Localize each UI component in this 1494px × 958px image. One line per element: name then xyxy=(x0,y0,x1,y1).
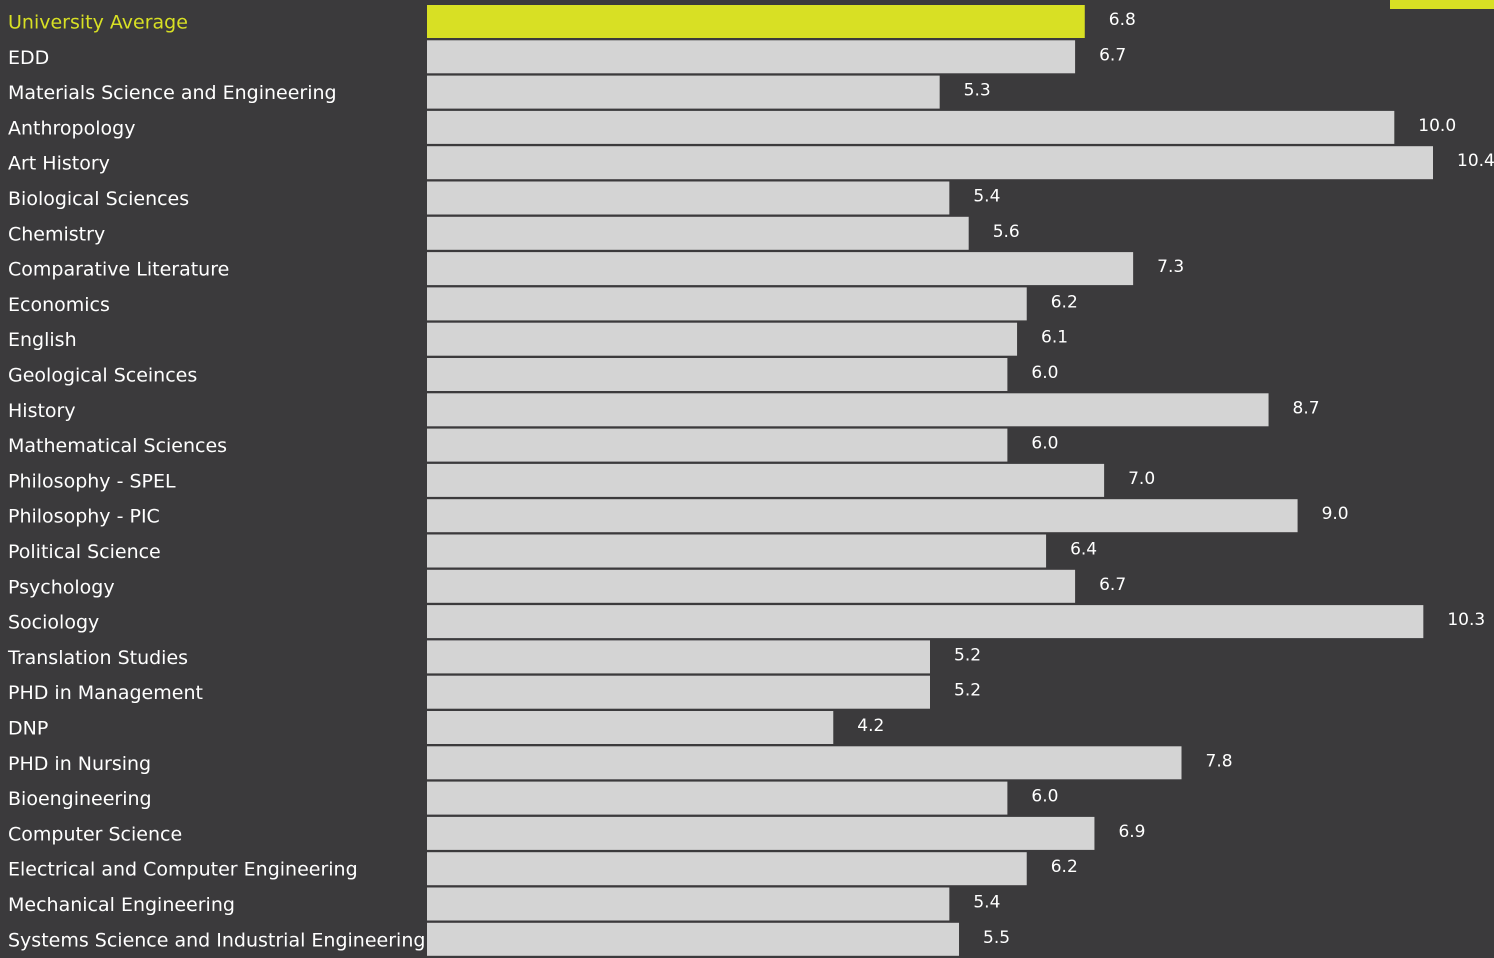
category-label: Anthropology xyxy=(8,117,135,139)
bar xyxy=(427,640,930,674)
bar xyxy=(427,181,950,215)
bar xyxy=(427,393,1269,427)
value-label: 10.0 xyxy=(1418,116,1456,136)
value-label: 6.2 xyxy=(1051,857,1078,877)
value-label: 8.7 xyxy=(1293,398,1320,418)
bar xyxy=(427,852,1027,886)
bar xyxy=(427,605,1424,639)
category-label: Electrical and Computer Engineering xyxy=(8,859,358,881)
bar xyxy=(427,922,960,956)
bar xyxy=(427,569,1076,603)
bar xyxy=(427,40,1076,74)
value-label: 6.9 xyxy=(1118,822,1145,842)
value-label: 6.4 xyxy=(1070,540,1097,560)
bar xyxy=(427,887,950,921)
category-label: Translation Studies xyxy=(7,647,188,669)
value-label: 6.8 xyxy=(1109,10,1136,30)
category-label: Biological Sciences xyxy=(8,188,189,210)
value-label: 6.7 xyxy=(1099,45,1126,65)
bar xyxy=(427,252,1134,286)
category-label: Systems Science and Industrial Engineeri… xyxy=(8,929,425,951)
category-label: Bioengineering xyxy=(8,788,152,810)
category-label: University Average xyxy=(8,12,188,34)
corner-accent-mark xyxy=(1390,0,1494,9)
category-label: Political Science xyxy=(8,541,161,563)
value-label: 6.0 xyxy=(1031,787,1058,807)
value-label: 5.2 xyxy=(954,681,981,701)
value-label: 6.0 xyxy=(1031,363,1058,383)
value-label: 4.2 xyxy=(857,716,884,736)
bar xyxy=(427,675,930,709)
bar xyxy=(427,5,1085,38)
bar xyxy=(427,146,1433,180)
value-label: 5.2 xyxy=(954,645,981,665)
bar xyxy=(427,781,1008,815)
value-label: 10.3 xyxy=(1447,610,1485,630)
category-label: Materials Science and Engineering xyxy=(8,82,337,104)
category-label: DNP xyxy=(8,718,48,740)
value-label: 5.4 xyxy=(973,187,1000,207)
category-label: English xyxy=(8,329,77,351)
category-label: History xyxy=(8,400,76,422)
category-label: Comparative Literature xyxy=(8,259,229,281)
value-label: 5.6 xyxy=(993,222,1020,242)
category-label: Geological Sceinces xyxy=(8,365,197,387)
category-label: Chemistry xyxy=(8,223,105,245)
bar xyxy=(427,287,1027,321)
category-label: Mechanical Engineering xyxy=(8,894,235,916)
bar xyxy=(427,499,1298,533)
bar xyxy=(427,463,1105,497)
bar xyxy=(427,110,1395,144)
bar xyxy=(427,75,940,109)
value-label: 7.3 xyxy=(1157,257,1184,277)
bar xyxy=(427,428,1008,462)
bar xyxy=(427,322,1018,356)
category-label: EDD xyxy=(8,47,49,69)
value-label: 9.0 xyxy=(1322,504,1349,524)
bars-layer: University Average 6.8 EDD 6.7 Materials Sci… xyxy=(7,5,1494,956)
bar xyxy=(427,711,834,744)
category-label: Art History xyxy=(8,153,110,175)
value-label: 6.1 xyxy=(1041,328,1068,348)
value-label: 5.3 xyxy=(964,81,991,101)
category-label: Economics xyxy=(8,294,110,316)
category-label: Philosophy - PIC xyxy=(8,506,160,528)
category-label: Sociology xyxy=(8,612,99,634)
value-label: 5.5 xyxy=(983,928,1010,948)
value-label: 6.2 xyxy=(1051,292,1078,312)
bar xyxy=(427,216,969,250)
category-label: Mathematical Sciences xyxy=(8,435,227,457)
value-label: 10.4 xyxy=(1457,151,1494,171)
bar xyxy=(427,746,1182,780)
value-label: 7.0 xyxy=(1128,469,1155,489)
category-label: Psychology xyxy=(8,576,115,598)
value-label: 7.8 xyxy=(1206,751,1233,771)
value-label: 6.0 xyxy=(1031,434,1058,454)
bar xyxy=(427,816,1095,850)
category-label: PHD in Nursing xyxy=(8,753,151,775)
bar xyxy=(427,534,1047,568)
category-label: PHD in Management xyxy=(8,682,203,704)
value-label: 5.4 xyxy=(973,893,1000,913)
bar xyxy=(427,358,1008,391)
value-label: 6.7 xyxy=(1099,575,1126,595)
category-label: Philosophy - SPEL xyxy=(8,470,176,492)
category-label: Computer Science xyxy=(8,823,182,845)
